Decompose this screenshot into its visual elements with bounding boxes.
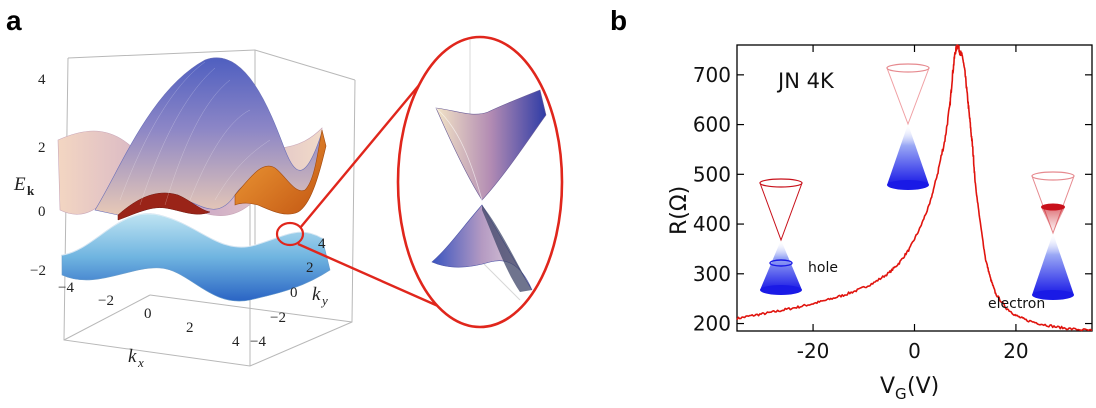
hole-label: hole — [808, 260, 838, 276]
svg-text:(V): (V) — [907, 374, 939, 399]
panel-a-label: a — [6, 5, 22, 36]
dirac-point-cone-icon — [886, 63, 930, 190]
panel-b-label: b — [610, 5, 627, 36]
electron-label: electron — [988, 296, 1045, 312]
y-tick-label: 600 — [693, 113, 731, 137]
hole-cone-icon — [759, 178, 803, 295]
k-point-highlight — [275, 221, 305, 247]
y-axis-label: R(Ω) — [667, 186, 692, 235]
red-ridge — [117, 192, 211, 221]
x-tick: 4 — [232, 334, 240, 350]
y-tick-label: 700 — [693, 63, 731, 87]
x-axis-label: V G (V) — [880, 374, 939, 403]
svg-text:y: y — [320, 293, 328, 308]
svg-text:V: V — [880, 374, 895, 399]
y-tick: −4 — [250, 334, 266, 350]
surface-plot: 4 2 0 −2 E k −4 −2 0 2 4 k x 4 2 0 −2 −4… — [13, 49, 356, 370]
x-tick: 2 — [186, 320, 194, 336]
x-ticks: -20 0 20 — [797, 45, 1029, 363]
x-tick: −2 — [98, 293, 114, 309]
z-axis-label: E k — [13, 174, 35, 198]
y-tick: 0 — [290, 285, 298, 301]
x-tick: −4 — [58, 280, 74, 296]
orange-ridge — [234, 129, 327, 215]
y-tick-label: 400 — [693, 212, 731, 236]
resistance-trace — [736, 44, 1093, 332]
x-tick-label: 0 — [908, 339, 921, 363]
z-tick: −2 — [30, 263, 46, 279]
y-tick-label: 200 — [693, 312, 731, 336]
y-tick: 4 — [318, 236, 326, 252]
z-tick: 4 — [38, 72, 46, 88]
svg-text:k: k — [128, 346, 137, 367]
svg-text:k: k — [312, 284, 321, 305]
y-axis-label: k y — [312, 284, 328, 308]
x-tick-label: -20 — [797, 339, 830, 363]
svg-text:G: G — [895, 385, 907, 403]
z-tick: 0 — [38, 204, 46, 220]
electron-cone-icon — [1031, 171, 1075, 300]
svg-text:E: E — [13, 174, 26, 195]
y-tick-label: 500 — [693, 162, 731, 186]
y-tick-label: 300 — [693, 262, 731, 286]
zoom-connector-bottom — [297, 242, 439, 308]
dirac-cone-inset — [396, 35, 564, 329]
svg-text:x: x — [137, 355, 144, 370]
sample-label: JN 4K — [776, 69, 835, 93]
y-ticks: 700 600 500 400 300 200 — [693, 63, 1092, 336]
x-tick: 0 — [144, 306, 152, 322]
zoom-circle — [396, 35, 564, 329]
y-tick: −2 — [270, 310, 286, 326]
y-tick: 2 — [306, 260, 314, 276]
z-tick: 2 — [38, 140, 46, 156]
x-tick-label: 20 — [1003, 339, 1028, 363]
x-axis-label: k x — [128, 346, 144, 370]
upper-cone — [435, 89, 547, 201]
svg-text:k: k — [27, 183, 35, 198]
